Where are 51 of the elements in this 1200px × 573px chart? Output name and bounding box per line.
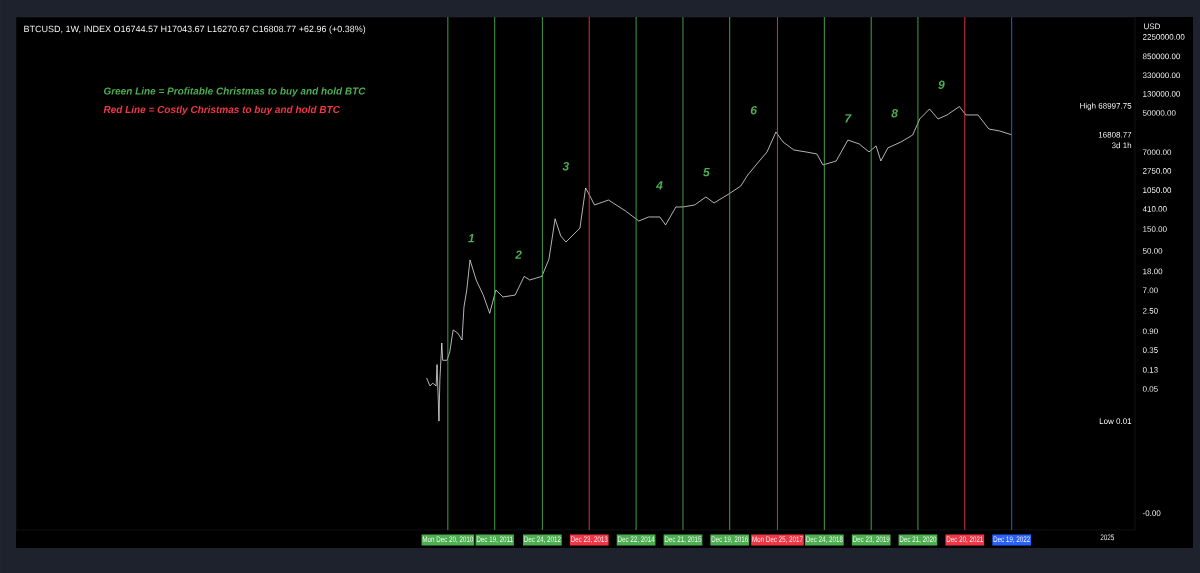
y-tick-label: 50.00: [1142, 248, 1163, 254]
x-tick-label: Dec 19, 2016: [711, 536, 748, 543]
annotation: 1: [468, 234, 474, 243]
x-tick-label: Dec 23, 2019: [853, 536, 890, 543]
y-tick-label: -0.00: [1142, 510, 1161, 516]
y-tick-label: 1050.00: [1143, 187, 1172, 193]
annotation: 3: [562, 161, 569, 171]
y-tick-label: 50000.00: [1142, 110, 1176, 116]
annotation: 5: [703, 168, 710, 177]
x-tick-label: Dec 20, 2021: [946, 536, 984, 543]
y-tick-label: 18.00: [1143, 268, 1163, 275]
annotation: 8: [891, 108, 898, 118]
annotation: High 68997.75: [1080, 102, 1132, 111]
y-tick-label: 7000.00: [1142, 149, 1172, 156]
y-tick-label: 0.35: [1142, 347, 1158, 353]
x-tick-label: Dec 22, 2014: [618, 536, 655, 543]
y-tick-label: 150.00: [1143, 226, 1167, 232]
annotation: 4: [655, 181, 663, 190]
line-series: [426, 106, 1013, 422]
x-tick-label: 2025: [1100, 534, 1115, 541]
annotation: 6: [750, 105, 757, 115]
x-tick-label: Dec 23, 2013: [571, 536, 608, 543]
annotation: 3d 1h: [1111, 142, 1132, 149]
y-tick-label: 2750.00: [1142, 168, 1172, 174]
annotation: Red Line = Costly Christmas to buy and hold BTC: [103, 105, 340, 116]
annotation: Green Line = Profitable Christmas to buy and hold BTC: [103, 87, 366, 97]
x-tick-label: Mon Dec 20, 2010: [422, 536, 474, 543]
y-tick-label: 850000.00: [1142, 53, 1181, 60]
x-tick-label: Dec 19, 2022: [993, 536, 1030, 543]
y-tick-label: 0.13: [1142, 367, 1158, 373]
y-tick-label: 410.00: [1142, 206, 1167, 212]
annotation: 16808.77: [1098, 131, 1132, 138]
y-tick-label: 0.90: [1142, 328, 1158, 335]
x-tick-label: Mon Dec 25, 2017: [752, 536, 803, 543]
y-tick-label: 0.05: [1142, 386, 1158, 392]
x-tick-label: Dec 21, 2020: [899, 536, 937, 543]
y-axis-title: USD: [1144, 23, 1161, 30]
x-tick-label: Dec 24, 2018: [806, 536, 843, 543]
y-tick-label: 7.00: [1142, 287, 1158, 294]
x-tick-label: Dec 19, 2011: [476, 536, 513, 543]
y-tick-label: 2.50: [1142, 307, 1158, 314]
x-tick-label: Dec 24, 2012: [524, 536, 561, 543]
y-tick-label: 130000.00: [1143, 91, 1181, 97]
x-tick-label: Dec 21, 2015: [664, 536, 702, 543]
annotation: Low 0.01: [1099, 418, 1132, 424]
annotation: 7: [845, 114, 852, 123]
y-tick-label: 330000.00: [1142, 72, 1181, 79]
annotation: 9: [938, 80, 945, 89]
text: BTCUSD, 1W, INDEX O16744.57 H17043.67 L16270.67 C16808.77 +62.96 (+0.38%): [24, 25, 366, 34]
annotation: 2: [515, 250, 522, 259]
y-tick-label: 2250000.00: [1142, 34, 1185, 40]
